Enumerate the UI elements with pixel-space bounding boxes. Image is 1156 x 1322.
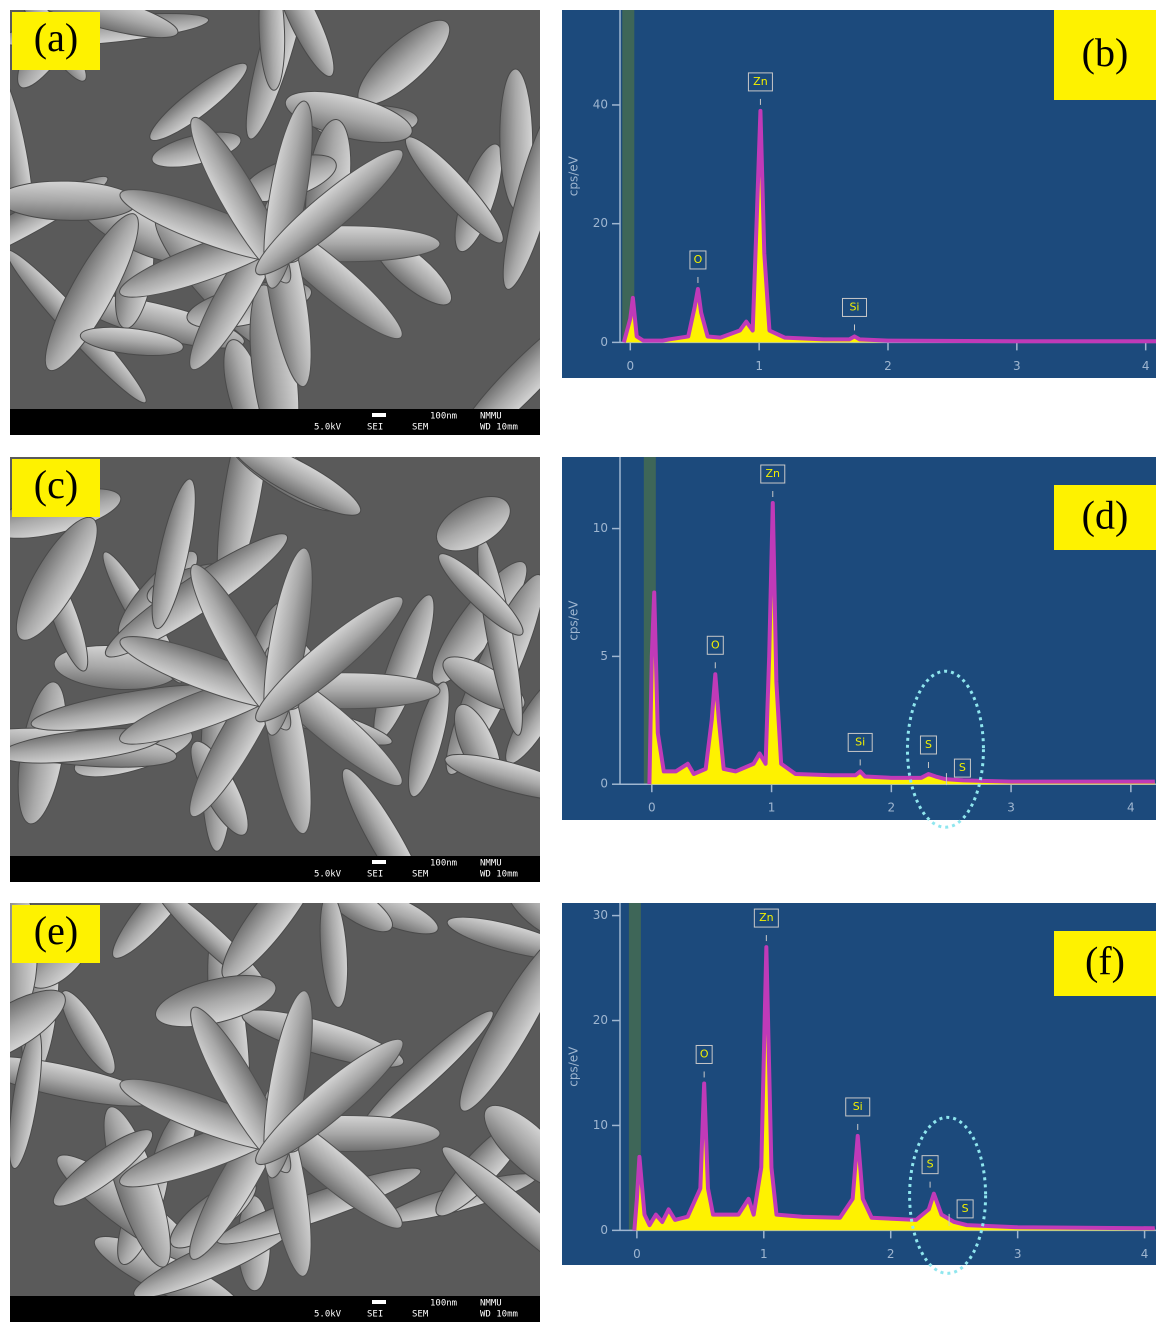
peak-label: O [711, 638, 720, 651]
scale-bar [372, 413, 386, 417]
peak-label: O [694, 253, 703, 266]
sem-image: 100nm NMMU 5.0kV SEI SEM WD 10mm (c) [0, 377, 581, 920]
mode-text: SEM [412, 870, 429, 880]
y-tick-label: 20 [593, 216, 608, 230]
voltage-text: 5.0kV [314, 1310, 342, 1320]
x-tick-label: 1 [760, 1247, 768, 1261]
panel-label: (a) [34, 15, 78, 60]
wd-text: WD 10mm [480, 1310, 518, 1320]
mode-text: SEM [412, 423, 429, 433]
peak-label: Si [853, 1100, 863, 1113]
wd-text: WD 10mm [480, 870, 518, 880]
panel-label: (f) [1085, 939, 1125, 984]
x-tick-label: 3 [1007, 801, 1015, 815]
y-axis-label: cps/eV [567, 600, 581, 641]
scale-bar [372, 860, 386, 864]
y-tick-label: 40 [593, 97, 608, 111]
x-tick-label: 1 [768, 801, 776, 815]
y-tick-label: 10 [593, 521, 608, 535]
y-tick-label: 0 [600, 335, 608, 349]
x-tick-label: 2 [884, 359, 892, 373]
x-tick-label: 4 [1127, 801, 1135, 815]
detector-text: SEI [367, 870, 383, 880]
x-tick-label: 1 [755, 359, 763, 373]
panel-label: (b) [1082, 30, 1129, 75]
x-tick-label: 2 [888, 801, 896, 815]
mode-text: SEM [412, 1310, 429, 1320]
lab-text: NMMU [480, 412, 502, 422]
detector-text: SEI [367, 1310, 383, 1320]
scale-text: 100nm [430, 412, 457, 422]
y-tick-label: 0 [600, 777, 608, 791]
y-axis-label: cps/eV [567, 1046, 581, 1087]
y-tick-label: 5 [600, 649, 608, 663]
spectrum-panel: cps/eV 0 10 20 30 0 1 2 3 4 O Zn Si S S (f) [562, 903, 1156, 1273]
spectrum-panel: cps/eV 0 5 10 0 1 2 3 4 O Zn Si S S (d) [562, 457, 1156, 827]
peak-label: Zn [766, 467, 781, 480]
y-tick-label: 30 [593, 908, 608, 922]
scale-text: 100nm [430, 859, 457, 869]
scale-text: 100nm [430, 1299, 457, 1309]
wd-text: WD 10mm [480, 423, 518, 433]
panel-label: (e) [34, 908, 78, 953]
x-tick-label: 2 [887, 1247, 895, 1261]
figure: 100nm NMMU 5.0kV SEI SEM WD 10mm (a) 100nm NMMU 5… [0, 0, 1156, 1322]
lab-text: NMMU [480, 859, 502, 869]
x-tick-label: 3 [1013, 359, 1021, 373]
voltage-text: 5.0kV [314, 870, 342, 880]
x-tick-label: 0 [626, 359, 634, 373]
y-tick-label: 0 [600, 1223, 608, 1237]
info-bar [10, 1296, 540, 1322]
peak-label: O [700, 1047, 709, 1060]
peak-label: Zn [753, 75, 768, 88]
peak-label: S [927, 1158, 934, 1171]
y-axis-label: cps/eV [567, 155, 581, 196]
x-tick-label: 0 [633, 1247, 641, 1261]
info-bar [10, 856, 540, 882]
panel-label: (d) [1082, 493, 1129, 538]
zero-band [622, 10, 634, 342]
scale-bar [372, 1300, 386, 1304]
peak-label: Zn [759, 911, 774, 924]
x-tick-label: 4 [1142, 359, 1150, 373]
peak-label: S [959, 761, 966, 774]
peak-label: S [962, 1202, 969, 1215]
y-tick-label: 20 [593, 1013, 608, 1027]
detector-text: SEI [367, 423, 383, 433]
peak-label: Si [855, 735, 865, 748]
peak-label: S [925, 738, 932, 751]
sem-image: 100nm NMMU 5.0kV SEI SEM WD 10mm (e) [0, 839, 611, 1322]
panel-label: (c) [34, 462, 78, 507]
x-tick-label: 0 [648, 801, 656, 815]
lab-text: NMMU [480, 1299, 502, 1309]
x-tick-label: 3 [1014, 1247, 1022, 1261]
spectrum-panel: cps/eV 0 20 40 0 1 2 3 4 O Zn Si (b) [562, 10, 1156, 378]
info-bar [10, 409, 540, 435]
peak-label: Si [849, 300, 859, 313]
voltage-text: 5.0kV [314, 423, 342, 433]
sem-image: 100nm NMMU 5.0kV SEI SEM WD 10mm (a) [0, 0, 607, 464]
y-tick-label: 10 [593, 1118, 608, 1132]
x-tick-label: 4 [1141, 1247, 1149, 1261]
